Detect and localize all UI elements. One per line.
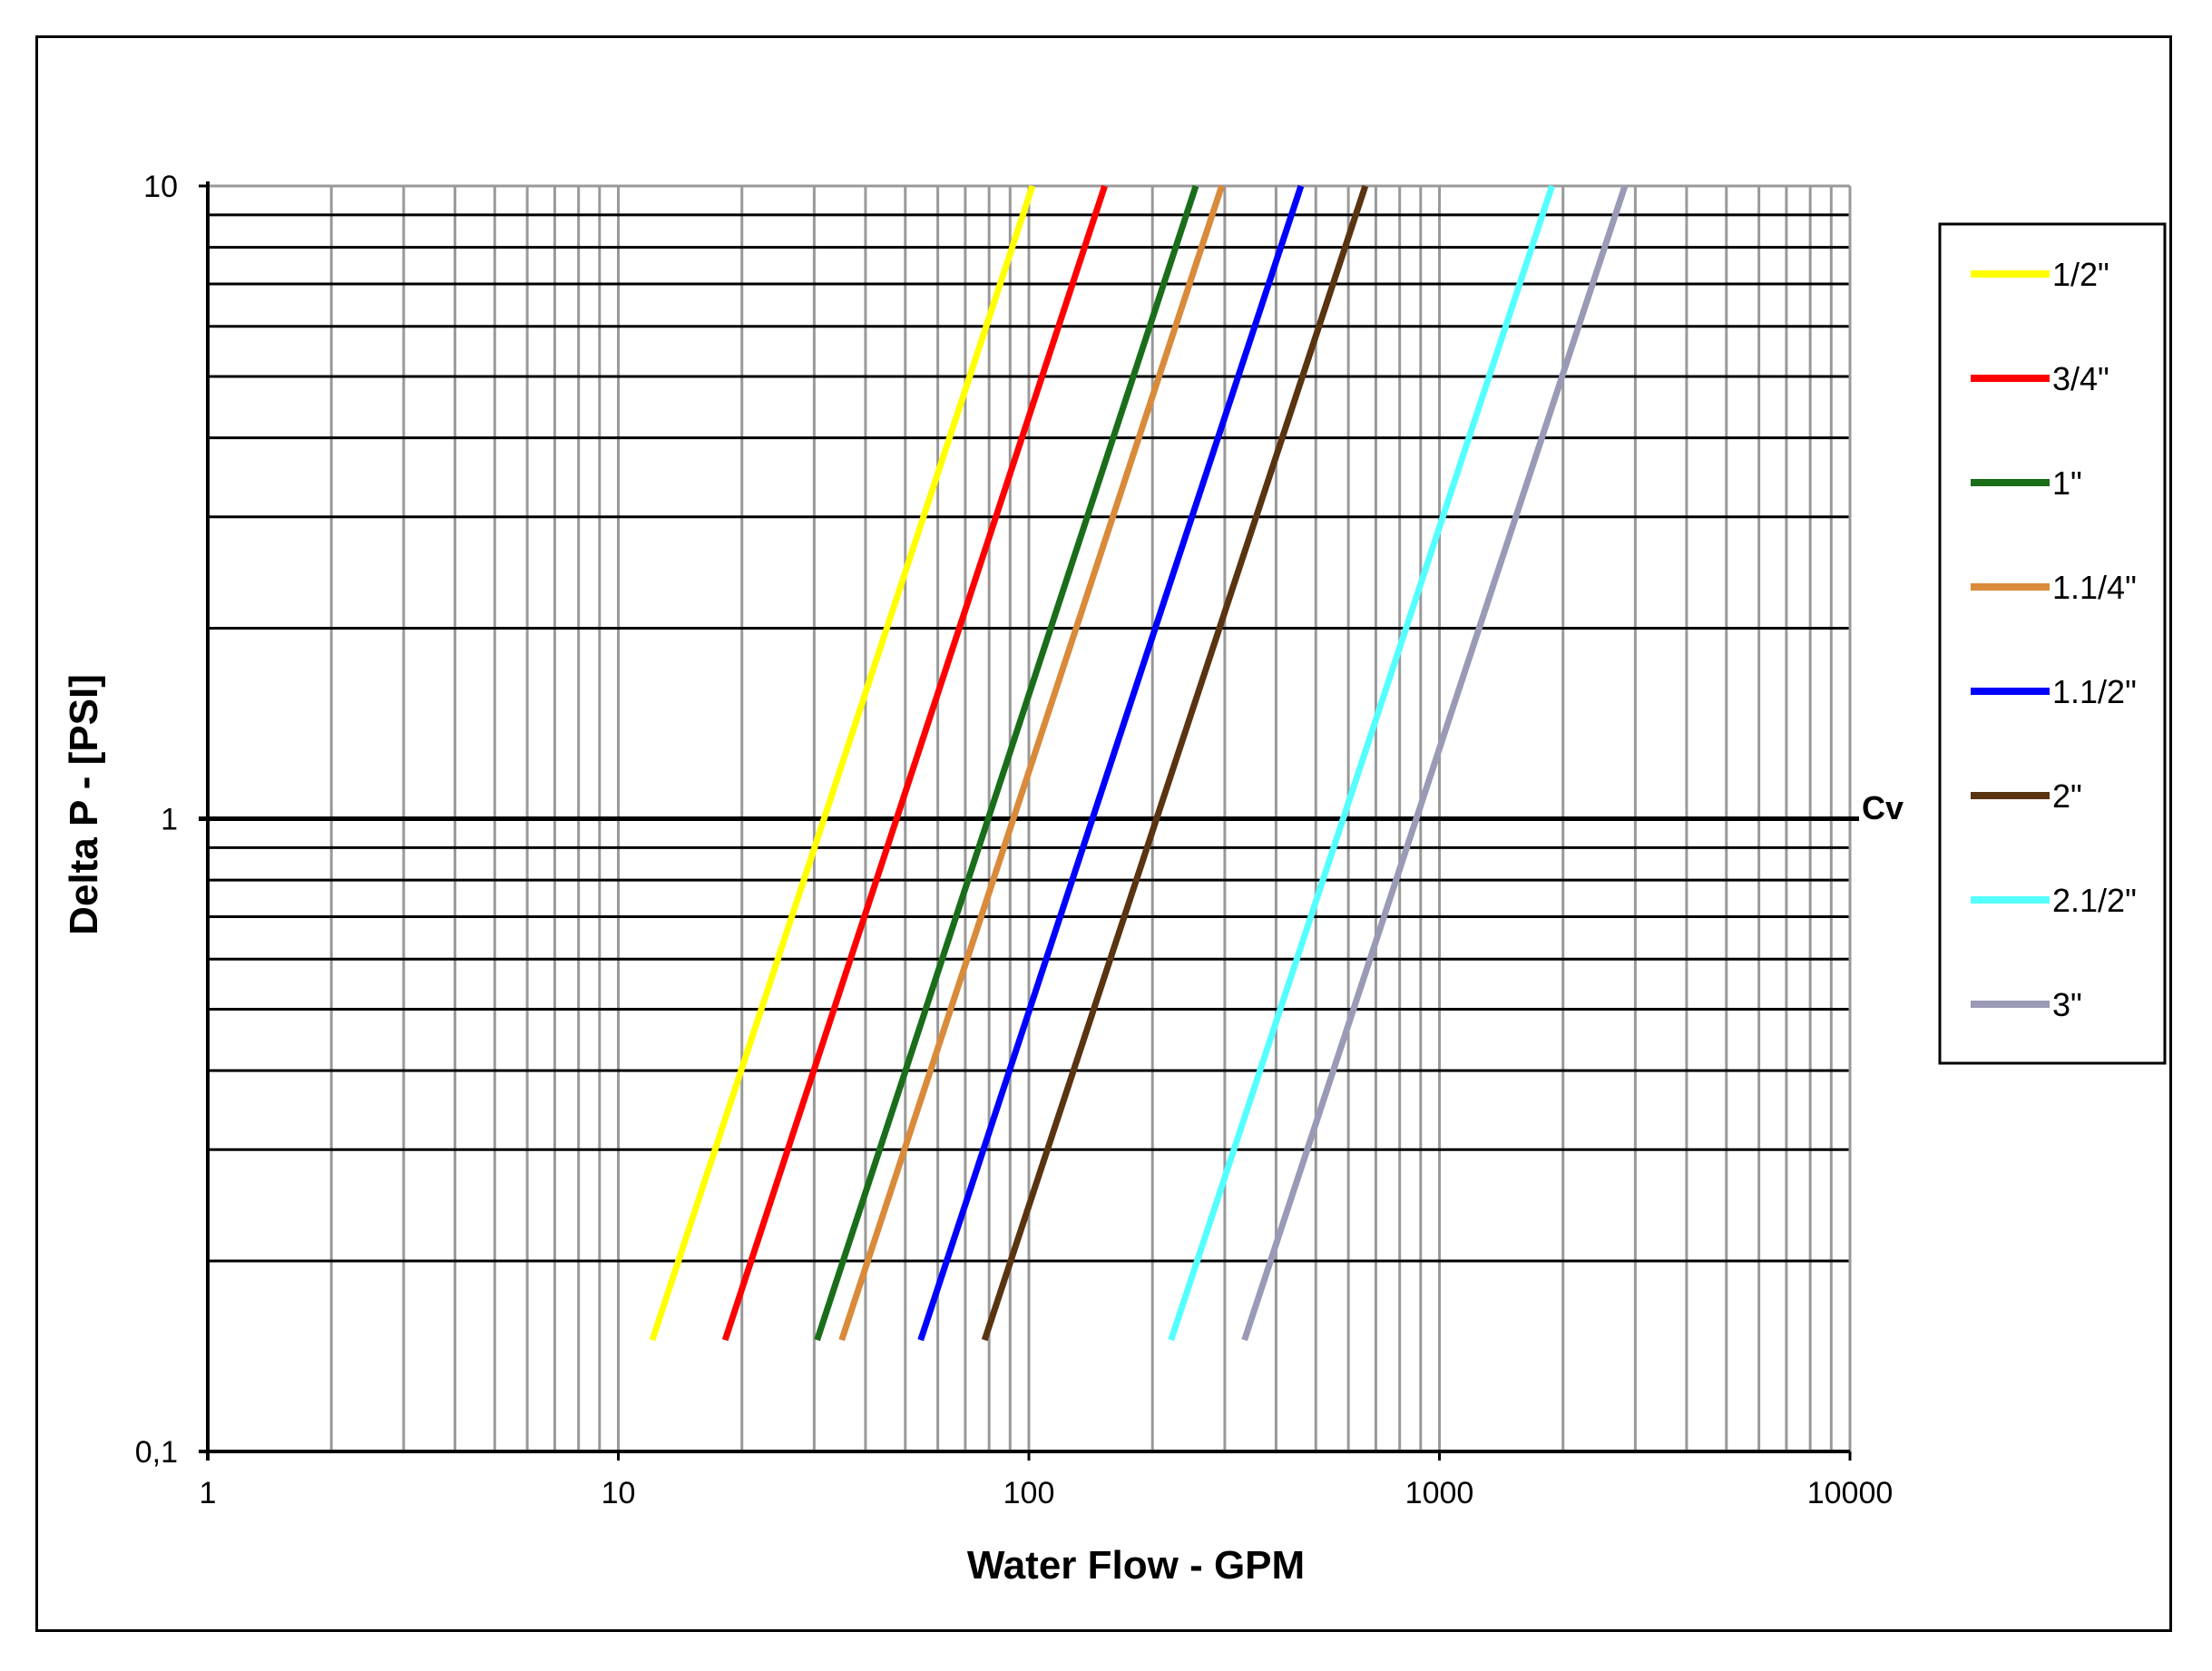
grid-layer: [199, 181, 1859, 1461]
x-axis-title: Water Flow - GPM: [967, 1543, 1305, 1588]
cv-annotation-label: Cv: [1862, 789, 1904, 826]
y-axis-title: Delta P - [PSI]: [62, 674, 106, 935]
tick-layer: 1 10 100 1000 10000 0,1 1 10: [135, 170, 1894, 1510]
x-tick-label: 1: [200, 1476, 217, 1510]
legend-label-6: 2.1/2": [2052, 882, 2137, 919]
x-tick-label: 10000: [1807, 1476, 1894, 1510]
series-line-0: [649, 184, 1036, 1342]
legend-label-3: 1.1/4": [2052, 569, 2137, 606]
series-layer: [649, 184, 1629, 1342]
legend-box: [1938, 222, 2167, 1065]
legend-label-7: 3": [2052, 986, 2082, 1023]
x-tick-label: 1000: [1405, 1476, 1474, 1510]
series-line-7: [1241, 184, 1629, 1342]
legend-items: 1/2" 3/4" 1" 1.1/4" 1.1/2" 2" 2.1/2" 3": [1971, 256, 2137, 1023]
y-tick-label: 0,1: [135, 1435, 178, 1470]
x-tick-label: 10: [602, 1476, 636, 1510]
legend-label-5: 2": [2052, 777, 2082, 815]
y-tick-label: 10: [143, 170, 178, 204]
legend-label-2: 1": [2052, 464, 2082, 502]
x-tick-label: 100: [1003, 1476, 1055, 1510]
series-line-1: [721, 184, 1108, 1342]
legend-label-0: 1/2": [2052, 256, 2109, 293]
legend: 1/2" 3/4" 1" 1.1/4" 1.1/2" 2" 2.1/2" 3": [1938, 222, 2167, 1065]
series-line-3: [838, 184, 1225, 1342]
chart-frame: 1 10 100 1000 10000 0,1 1 10 Water Flow - GPM D…: [35, 35, 2172, 1632]
legend-label-4: 1.1/2": [2052, 673, 2137, 710]
chart-svg: 1 10 100 1000 10000 0,1 1 10 Water Flow - GPM D…: [62, 170, 2167, 1588]
legend-label-1: 3/4": [2052, 360, 2109, 397]
series-line-5: [981, 184, 1369, 1342]
series-line-2: [814, 184, 1199, 1342]
series-line-4: [917, 184, 1305, 1342]
y-tick-label: 1: [161, 803, 178, 837]
series-line-6: [1168, 184, 1555, 1342]
